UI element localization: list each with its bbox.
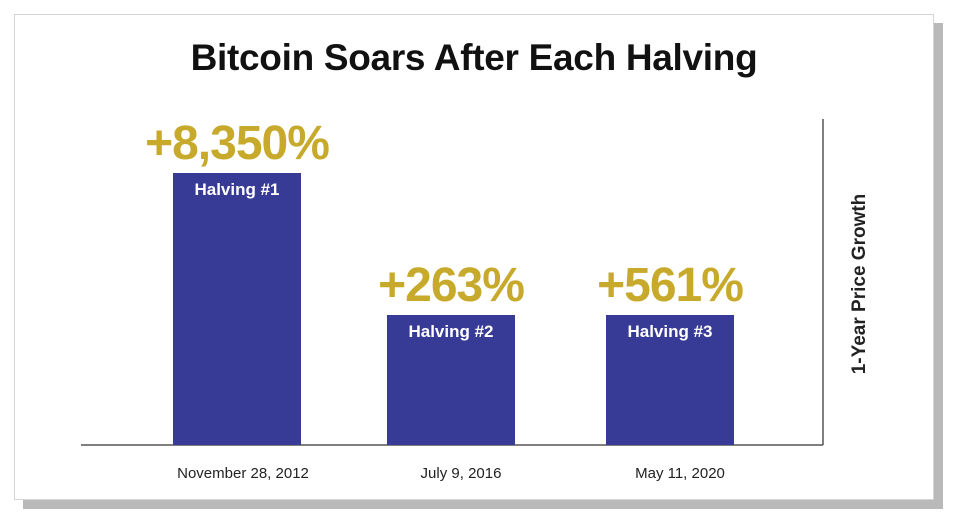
data-label: +263% [378, 259, 524, 312]
bar-label: Halving #1 [194, 180, 279, 199]
bar [387, 315, 515, 445]
data-label: +8,350% [145, 117, 329, 170]
data-label: +561% [597, 259, 743, 312]
bar-label: Halving #3 [627, 322, 712, 341]
y-axis-label: 1-Year Price Growth [849, 194, 870, 375]
x-tick-label: November 28, 2012 [177, 465, 309, 482]
bar-chart: 1-Year Price Growth Halving #1 +8,350% Nove… [81, 117, 870, 482]
x-tick-label: July 9, 2016 [421, 465, 502, 482]
chart-title: Bitcoin Soars After Each Halving [190, 37, 758, 78]
bar [173, 173, 301, 445]
x-tick-label: May 11, 2020 [635, 465, 725, 482]
bar [606, 315, 734, 445]
chart-card: Bitcoin Soars After Each Halving 1-Year … [14, 14, 934, 500]
bar-label: Halving #2 [408, 322, 493, 341]
